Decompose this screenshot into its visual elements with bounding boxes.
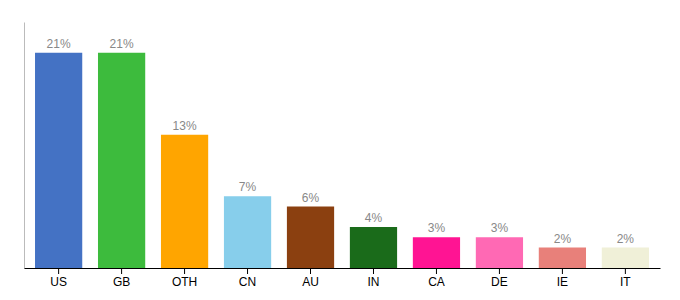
x-tick-label: US: [50, 275, 67, 289]
x-tick-mark: [121, 268, 122, 274]
x-tick-mark: [625, 268, 626, 274]
bar: [161, 135, 208, 268]
x-tick-mark: [373, 268, 374, 274]
bar: [539, 248, 586, 269]
x-tick: OTH: [172, 268, 197, 289]
x-axis-line: [25, 268, 661, 269]
x-tick-label: IE: [557, 275, 568, 289]
bar: [350, 227, 397, 268]
data-label: 3%: [491, 221, 509, 235]
data-label: 21%: [110, 37, 134, 51]
x-tick: IE: [557, 268, 568, 289]
bar: [35, 53, 82, 268]
x-tick: DE: [491, 268, 508, 289]
x-tick-mark: [436, 268, 437, 274]
x-tick: US: [50, 268, 67, 289]
data-label: 13%: [173, 119, 197, 133]
data-label: 6%: [302, 191, 320, 205]
data-label: 3%: [428, 221, 446, 235]
x-tick-label: AU: [302, 275, 319, 289]
plot: US GB OTH CN AU IN CA DE IE IT 21% 21% 13% 7% 6% 4% 3% 3%…: [25, 23, 661, 289]
bar: [476, 237, 523, 268]
x-tick: CN: [239, 268, 256, 289]
bar: [413, 237, 460, 268]
x-tick: AU: [302, 268, 319, 289]
x-tick-mark: [562, 268, 563, 274]
data-label: 7%: [239, 180, 257, 194]
x-tick-mark: [499, 268, 500, 274]
x-tick-label: GB: [113, 275, 130, 289]
data-label: 2%: [554, 232, 572, 246]
x-tick-mark: [58, 268, 59, 274]
x-tick-label: DE: [491, 275, 508, 289]
bar: [224, 196, 271, 268]
data-labels: 21% 21% 13% 7% 6% 4% 3% 3% 2% 2%: [47, 37, 635, 246]
bar: [287, 207, 334, 269]
x-tick-label: OTH: [172, 275, 197, 289]
bar: [98, 53, 145, 268]
x-tick: IT: [620, 268, 631, 289]
x-tick-label: IT: [620, 275, 631, 289]
y-axis-line: [24, 23, 25, 269]
bars: [35, 53, 649, 268]
x-tick: IN: [367, 268, 379, 289]
x-tick-label: CA: [428, 275, 445, 289]
y-axis: [24, 23, 25, 269]
chart: US GB OTH CN AU IN CA DE IE IT 21% 21% 13% 7% 6% 4% 3% 3%…: [0, 0, 680, 300]
x-tick-mark: [310, 268, 311, 274]
x-axis: US GB OTH CN AU IN CA DE IE IT: [25, 268, 661, 289]
bar: [602, 248, 649, 269]
x-tick-mark: [247, 268, 248, 274]
x-tick-label: CN: [239, 275, 256, 289]
data-label: 2%: [617, 232, 635, 246]
x-tick-mark: [184, 268, 185, 274]
x-tick-label: IN: [367, 275, 379, 289]
x-tick: CA: [428, 268, 445, 289]
data-label: 21%: [47, 37, 71, 51]
data-label: 4%: [365, 211, 383, 225]
x-tick: GB: [113, 268, 130, 289]
